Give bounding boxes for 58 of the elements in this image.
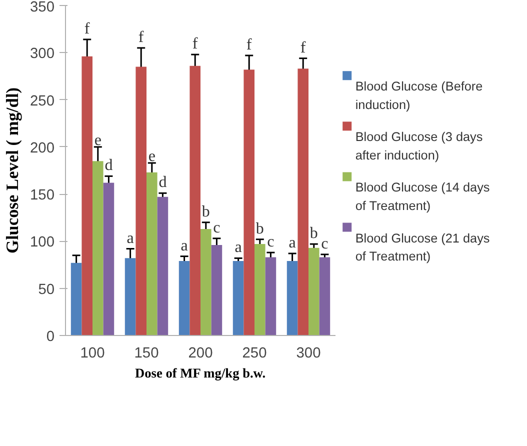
bar bbox=[319, 257, 330, 336]
y-tick-label: 250 bbox=[30, 93, 55, 110]
data-label: b bbox=[310, 225, 318, 242]
data-label: f bbox=[84, 20, 90, 38]
data-label: f bbox=[192, 36, 198, 53]
data-label: a bbox=[288, 234, 296, 252]
bar bbox=[254, 244, 266, 336]
y-tick-label: 350 bbox=[30, 0, 55, 16]
bar bbox=[190, 66, 200, 336]
x-tick-label: 250 bbox=[242, 346, 267, 362]
data-label: e bbox=[148, 148, 156, 165]
bar bbox=[103, 182, 114, 336]
data-label: b bbox=[256, 220, 264, 238]
bar bbox=[308, 248, 320, 336]
data-label: d bbox=[158, 174, 167, 192]
bar bbox=[92, 161, 104, 336]
bar bbox=[136, 66, 146, 336]
y-tick-label: 200 bbox=[30, 140, 55, 156]
bar bbox=[211, 244, 222, 336]
data-label: a bbox=[180, 237, 188, 254]
y-tick-label: 100 bbox=[30, 234, 55, 251]
data-label: c bbox=[213, 219, 220, 236]
data-label: c bbox=[267, 234, 274, 251]
bar bbox=[178, 261, 190, 336]
bar bbox=[146, 172, 158, 336]
bar bbox=[298, 68, 308, 336]
y-tick-label: 0 bbox=[46, 329, 55, 345]
bar bbox=[82, 56, 92, 336]
y-tick-label: 50 bbox=[38, 282, 55, 298]
legend-label: Blood Glucose (Before induction) bbox=[355, 80, 483, 112]
data-label: a bbox=[234, 239, 242, 256]
x-tick-label: 200 bbox=[188, 346, 213, 362]
bar bbox=[244, 70, 254, 336]
legend-label: Blood Glucose (3 days after induction) bbox=[355, 130, 483, 162]
x-axis-title: Dose of MF mg/kg b.w. bbox=[134, 366, 266, 380]
legend-label: Blood Glucose (14 days of Treatment) bbox=[355, 180, 490, 213]
data-label: f bbox=[246, 36, 252, 54]
x-tick-label: 150 bbox=[134, 346, 159, 362]
data-label: f bbox=[300, 39, 306, 56]
data-label: a bbox=[126, 230, 134, 247]
legend-label: Blood Glucose (21 days of Treatment) bbox=[355, 231, 490, 264]
y-tick-label: 300 bbox=[30, 46, 55, 62]
bar bbox=[124, 258, 136, 336]
bar bbox=[200, 228, 212, 336]
bar bbox=[286, 261, 298, 336]
y-tick-label: 150 bbox=[30, 188, 55, 204]
x-tick-label: 300 bbox=[296, 346, 321, 362]
y-axis-title: Glucose Level ( mg/dl) bbox=[3, 87, 22, 254]
data-label: b bbox=[202, 203, 210, 220]
bar bbox=[232, 261, 244, 336]
data-label: e bbox=[94, 132, 102, 149]
data-label: d bbox=[104, 157, 113, 174]
data-label: c bbox=[321, 235, 328, 252]
data-label: f bbox=[138, 28, 144, 46]
bar bbox=[157, 196, 168, 336]
x-tick-label: 100 bbox=[80, 346, 105, 362]
bar bbox=[265, 257, 276, 336]
bar bbox=[70, 262, 82, 336]
